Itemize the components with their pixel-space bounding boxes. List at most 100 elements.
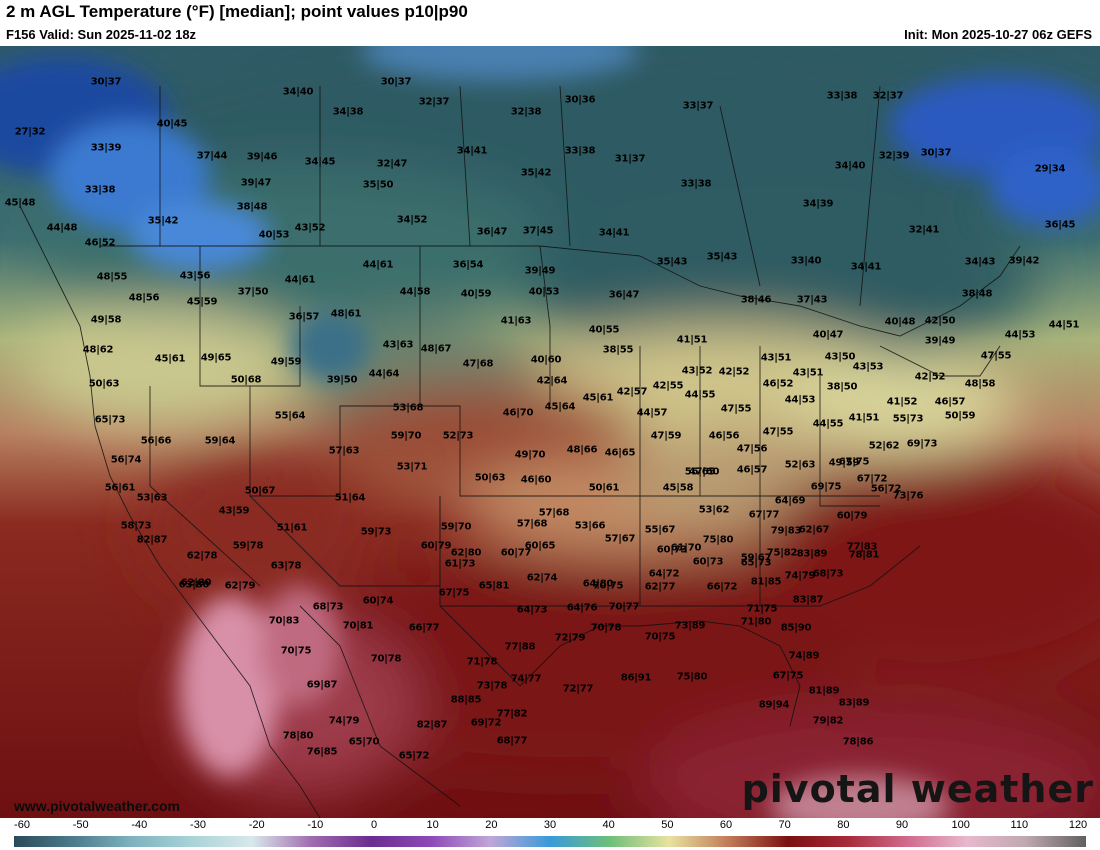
point-value-label: 68|73 xyxy=(812,568,844,580)
point-value-label: 46|57 xyxy=(736,464,768,476)
colorbar-tick-label: -40 xyxy=(131,819,148,831)
point-value-label: 44|53 xyxy=(1004,329,1036,341)
point-value-label: 43|56 xyxy=(179,270,211,282)
point-value-label: 59|78 xyxy=(232,540,264,552)
point-value-label: 38|48 xyxy=(961,288,993,300)
point-value-label: 56|66 xyxy=(140,435,172,447)
point-value-label: 53|68 xyxy=(392,402,424,414)
point-value-label: 51|61 xyxy=(276,522,308,534)
point-value-label: 37|43 xyxy=(796,294,828,306)
point-value-label: 82|87 xyxy=(136,534,168,546)
point-value-label: 32|41 xyxy=(908,224,940,236)
point-value-label: 53|71 xyxy=(396,461,428,473)
point-value-label: 82|87 xyxy=(416,719,448,731)
point-value-label: 43|52 xyxy=(681,365,713,377)
point-value-label: 45|61 xyxy=(154,353,186,365)
point-value-label: 67|77 xyxy=(748,509,780,521)
point-value-label: 42|50 xyxy=(924,315,956,327)
point-value-label: 70|81 xyxy=(342,620,374,632)
point-value-label: 44|55 xyxy=(812,418,844,430)
point-value-label: 48|55 xyxy=(96,271,128,283)
point-value-label: 36|47 xyxy=(608,289,640,301)
point-value-label: 48|61 xyxy=(330,308,362,320)
point-value-label: 53|62 xyxy=(698,504,730,516)
point-value-label: 45|59 xyxy=(186,296,218,308)
point-value-label: 62|79 xyxy=(224,580,256,592)
point-value-label: 33|39 xyxy=(90,142,122,154)
point-value-label: 44|57 xyxy=(636,407,668,419)
brand-logo: pivotal weather xyxy=(741,767,1094,811)
point-value-label: 44|64 xyxy=(368,368,400,380)
point-value-label: 64|80 xyxy=(582,578,614,590)
point-value-label: 79|82 xyxy=(812,715,844,727)
point-value-label: 32|47 xyxy=(376,158,408,170)
point-value-label: 60|74 xyxy=(362,595,394,607)
point-value-label: 62|80 xyxy=(180,577,212,589)
colorbar-tick-label: -60 xyxy=(14,819,30,831)
point-value-label: 46|57 xyxy=(934,396,966,408)
colorbar-tick-label: 60 xyxy=(719,819,733,831)
point-value-label: 33|38 xyxy=(564,145,596,157)
point-value-label: 39|49 xyxy=(524,265,556,277)
point-value-label: 30|36 xyxy=(564,94,596,106)
point-value-label: 53|63 xyxy=(136,492,168,504)
point-value-label: 73|76 xyxy=(892,490,924,502)
colorbar-tick-label: 120 xyxy=(1068,819,1088,831)
point-value-label: 42|57 xyxy=(616,386,648,398)
colorbar-tick-label: -50 xyxy=(72,819,89,831)
colorbar-tick-label: 90 xyxy=(895,819,909,831)
point-value-label: 43|52 xyxy=(294,222,326,234)
point-value-label: 41|63 xyxy=(500,315,532,327)
point-value-label: 78|86 xyxy=(842,736,874,748)
point-value-label: 59|64 xyxy=(204,435,236,447)
point-value-label: 46|56 xyxy=(708,430,740,442)
point-value-label: 33|38 xyxy=(826,90,858,102)
point-value-label: 70|75 xyxy=(280,645,312,657)
point-value-label: 44|55 xyxy=(684,389,716,401)
point-value-label: 40|53 xyxy=(528,286,560,298)
point-value-label: 29|34 xyxy=(1034,163,1066,175)
point-value-label: 74|89 xyxy=(788,650,820,662)
point-value-label: 85|90 xyxy=(780,622,812,634)
point-value-label: 43|63 xyxy=(382,339,414,351)
point-value-label: 66|77 xyxy=(408,622,440,634)
point-value-label: 57|63 xyxy=(328,445,360,457)
map-background xyxy=(0,46,1100,818)
point-value-label: 47|68 xyxy=(462,358,494,370)
website-credit: www.pivotalweather.com xyxy=(14,798,180,814)
point-value-label: 79|83 xyxy=(770,525,802,537)
point-value-label: 38|50 xyxy=(826,381,858,393)
point-value-label: 50|61 xyxy=(588,482,620,494)
point-value-label: 71|75 xyxy=(746,603,778,615)
point-value-label: 31|37 xyxy=(614,153,646,165)
point-value-label: 89|94 xyxy=(758,699,790,711)
point-value-label: 57|68 xyxy=(538,507,570,519)
point-value-label: 66|72 xyxy=(706,581,738,593)
point-value-label: 35|42 xyxy=(147,215,179,227)
point-value-label: 83|89 xyxy=(796,548,828,560)
point-value-label: 64|73 xyxy=(516,604,548,616)
point-value-label: 44|61 xyxy=(362,259,394,271)
point-value-label: 41|52 xyxy=(886,396,918,408)
colorbar-tick-label: -20 xyxy=(248,819,265,831)
point-value-label: 34|40 xyxy=(834,160,866,172)
point-value-label: 70|78 xyxy=(590,622,622,634)
point-value-label: 44|48 xyxy=(46,222,78,234)
point-value-label: 65|70 xyxy=(348,736,380,748)
point-value-label: 36|45 xyxy=(1044,219,1076,231)
point-value-label: 64|69 xyxy=(774,495,806,507)
point-value-label: 61|70 xyxy=(670,542,702,554)
point-value-label: 65|73 xyxy=(740,557,772,569)
header: 2 m AGL Temperature (°F) [median]; point… xyxy=(0,0,1100,46)
point-value-label: 33|38 xyxy=(84,184,116,196)
point-value-label: 72|77 xyxy=(562,683,594,695)
point-value-label: 81|85 xyxy=(750,576,782,588)
colorbar-tick-label: 50 xyxy=(661,819,674,831)
point-value-label: 49|65 xyxy=(200,352,232,364)
point-value-label: 75|80 xyxy=(676,671,708,683)
point-value-label: 36|57 xyxy=(288,311,320,323)
point-value-label: 64|72 xyxy=(648,568,680,580)
point-value-label: 39|42 xyxy=(1008,255,1040,267)
point-value-label: 34|39 xyxy=(802,198,834,210)
point-value-label: 55|64 xyxy=(274,410,306,422)
